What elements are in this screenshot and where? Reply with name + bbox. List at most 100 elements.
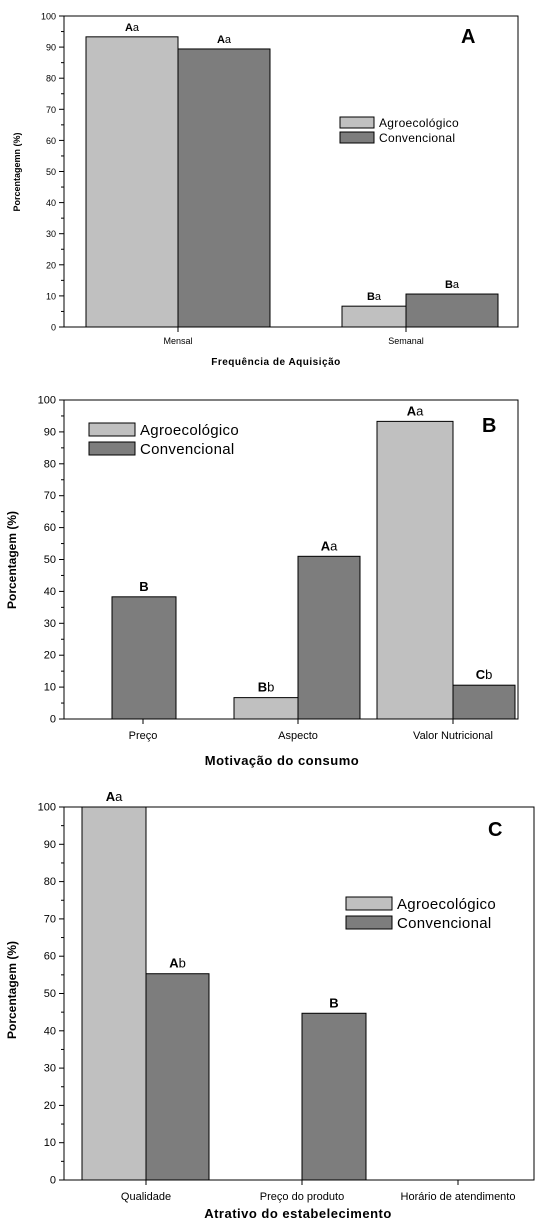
y-tick-label: 30 — [44, 618, 56, 630]
bar-agroecologico — [341, 305, 407, 328]
legend-c: Agroecológico Convencional — [345, 896, 496, 932]
x-axis-label-c: Atrativo do estabelecimento — [204, 1206, 392, 1221]
y-tick-label: 100 — [41, 12, 56, 22]
chart-c: 0 10 20 30 40 50 60 70 80 90 100 Qualidade Preço do… — [5, 789, 535, 1221]
bar-significance-label: Aa — [106, 789, 123, 804]
y-tick-label: 80 — [44, 876, 56, 888]
y-tick-label: 90 — [46, 43, 56, 53]
x-tick-label: Aspecto — [278, 730, 318, 742]
x-axis-label-b: Motivação do consumo — [205, 753, 359, 768]
y-tick-label: 80 — [46, 74, 56, 84]
bar-agroecologico — [85, 36, 179, 328]
y-axis-label-a: Porcentagemn (%) — [12, 132, 22, 211]
y-axis-c: 0 10 20 30 40 50 60 70 80 90 100 — [38, 802, 64, 1187]
y-tick-label: 10 — [44, 1137, 56, 1149]
bar-agroecologico — [81, 806, 147, 1181]
bars-a: Aa Aa Ba Ba — [85, 22, 499, 328]
bar-significance-label: Bb — [258, 680, 275, 695]
y-tick-label: 90 — [44, 839, 56, 851]
bars-c: Aa Ab B — [81, 789, 367, 1181]
y-tick-label: 20 — [44, 1100, 56, 1112]
legend-label-convencional-b: Convencional — [140, 441, 235, 458]
legend-label-agroecologico-a: Agroecológico — [379, 116, 459, 130]
y-tick-label: 0 — [50, 1175, 56, 1187]
bar-significance-label: Ba — [367, 291, 382, 303]
bar-significance-label: Aa — [125, 22, 140, 34]
legend-label-agroecologico-b: Agroecológico — [140, 422, 239, 439]
y-tick-label: 20 — [46, 260, 56, 270]
bar-convencional — [405, 293, 499, 328]
bar-significance-label: Aa — [217, 34, 232, 46]
y-axis-label-c: Porcentagem (%) — [5, 941, 19, 1039]
y-tick-label: 70 — [44, 490, 56, 502]
bar-significance-label: Aa — [321, 538, 338, 553]
x-axis-c: Qualidade Preço do produto Horário de aten… — [121, 1180, 516, 1203]
y-tick-label: 20 — [44, 650, 56, 662]
y-axis-b: 0 10 20 30 40 50 60 70 80 90 100 — [38, 395, 64, 726]
y-tick-label: 80 — [44, 458, 56, 470]
x-axis-a: Mensal Semanal — [163, 327, 424, 346]
x-tick-label: Preço do produto — [260, 1191, 344, 1203]
chart-b: 0 10 20 30 40 50 60 70 80 90 100 Preço Aspecto Valor… — [5, 395, 519, 768]
bar-convencional — [301, 1012, 367, 1181]
y-tick-label: 40 — [44, 586, 56, 598]
bar-significance-label: B — [139, 579, 148, 594]
y-tick-label: 70 — [44, 913, 56, 925]
legend-swatch-convencional-b — [88, 441, 136, 456]
y-tick-label: 50 — [46, 167, 56, 177]
y-tick-label: 10 — [46, 291, 56, 301]
y-tick-label: 0 — [50, 714, 56, 726]
y-tick-label: 60 — [44, 522, 56, 534]
y-tick-label: 30 — [46, 229, 56, 239]
legend-label-convencional-a: Convencional — [379, 131, 455, 145]
x-tick-label: Qualidade — [121, 1191, 171, 1203]
y-tick-label: 40 — [46, 198, 56, 208]
y-tick-label: 30 — [44, 1063, 56, 1075]
panel-label-a: A — [461, 26, 475, 48]
y-axis-a: 0 10 20 30 40 50 60 70 80 90 100 — [41, 12, 64, 333]
y-tick-label: 70 — [46, 105, 56, 115]
x-axis-b: Preço Aspecto Valor Nutricional — [129, 719, 493, 742]
bar-significance-label: Aa — [407, 403, 424, 418]
x-tick-label: Mensal — [163, 336, 192, 346]
bar-convencional — [177, 48, 271, 328]
bar-convencional — [297, 555, 361, 720]
y-tick-label: 100 — [38, 802, 56, 814]
bar-significance-label: B — [329, 995, 338, 1010]
bar-convencional — [145, 973, 210, 1181]
bar-agroecologico — [376, 420, 454, 720]
y-tick-label: 100 — [38, 395, 56, 407]
y-tick-label: 90 — [44, 426, 56, 438]
bar-significance-label: Ab — [169, 956, 186, 971]
y-tick-label: 50 — [44, 988, 56, 1000]
bars-b: B Bb Aa Aa Cb — [111, 403, 516, 720]
y-tick-label: 60 — [46, 136, 56, 146]
legend-swatch-convencional-c — [345, 915, 393, 930]
legend-swatch-agroecologico-c — [345, 896, 393, 911]
y-tick-label: 0 — [51, 323, 56, 333]
y-tick-label: 40 — [44, 1025, 56, 1037]
x-tick-label: Horário de atendimento — [401, 1191, 516, 1203]
bar-convencional — [452, 684, 516, 720]
panel-label-b: B — [482, 415, 496, 437]
bar-agroecologico — [233, 697, 299, 720]
legend-swatch-agroecologico-b — [88, 422, 136, 437]
x-axis-label-a: Frequência de Aquisição — [211, 357, 341, 368]
legend-swatch-agroecologico-a — [339, 116, 375, 129]
bar-convencional — [111, 596, 177, 720]
legend-label-agroecologico-c: Agroecológico — [397, 896, 496, 913]
y-tick-label: 50 — [44, 554, 56, 566]
x-tick-label: Semanal — [388, 336, 424, 346]
y-axis-label-b: Porcentagem (%) — [5, 511, 19, 609]
y-tick-label: 60 — [44, 951, 56, 963]
bar-significance-label: Ba — [445, 279, 460, 291]
bar-significance-label: Cb — [476, 667, 493, 682]
legend-swatch-convencional-a — [339, 131, 375, 144]
legend-a: Agroecológico Convencional — [339, 116, 459, 145]
legend-label-convencional-c: Convencional — [397, 915, 492, 932]
y-tick-label: 10 — [44, 682, 56, 694]
x-tick-label: Preço — [129, 730, 158, 742]
legend-b: Agroecológico Convencional — [88, 422, 239, 458]
